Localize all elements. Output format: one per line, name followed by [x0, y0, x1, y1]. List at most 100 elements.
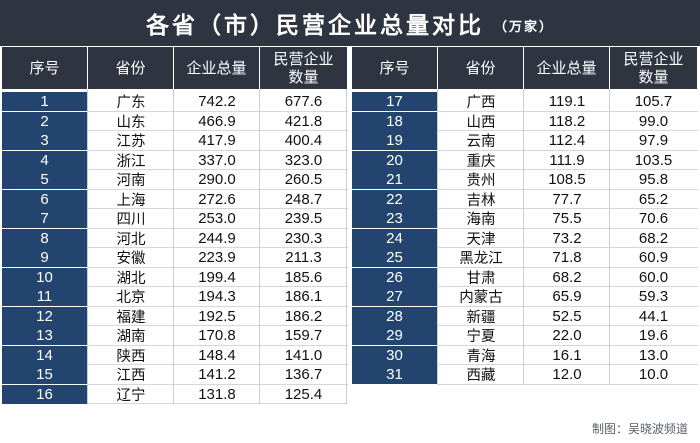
table-cell-province: 甘肃	[466, 270, 496, 287]
header-total: 企业总量	[174, 47, 259, 89]
row-divider	[438, 344, 698, 346]
row-index: 13	[2, 326, 87, 345]
table-cell-private: 44.1	[638, 307, 669, 325]
row-divider	[438, 227, 698, 229]
table-cell-private: 105.7	[634, 93, 673, 111]
table-cell-total: 118.2	[548, 112, 586, 130]
table-cell-private: 211.3	[285, 249, 322, 267]
table-cell-total: 742.2	[198, 93, 236, 111]
row-index: 11	[2, 287, 87, 306]
table-cell-total: 112.4	[548, 132, 586, 150]
header-private: 民营企业 数量	[610, 47, 697, 89]
table-cell-total: 75.5	[552, 210, 582, 228]
row-index: 10	[2, 267, 87, 287]
table-cell-province: 重庆	[466, 153, 496, 170]
header-index: 序号	[2, 47, 87, 89]
table-cell-private: 65.2	[638, 190, 669, 208]
row-divider	[88, 208, 348, 209]
table-cell-private: 59.3	[638, 288, 669, 306]
table-cell-province: 广西	[466, 95, 496, 112]
row-divider	[88, 364, 348, 365]
row-index: 1	[2, 92, 87, 111]
table-cell-private: 60.0	[638, 268, 669, 286]
table-cell-private: 186.2	[284, 307, 323, 325]
row-index: 3	[2, 131, 87, 150]
row-index: 28	[352, 306, 437, 326]
table-cell-province: 内蒙古	[459, 290, 503, 307]
table-cell-total: 244.9	[198, 229, 236, 247]
table-cell-total: 111.9	[549, 151, 585, 169]
row-divider	[88, 325, 348, 326]
table-cell-total: 253.0	[198, 210, 236, 228]
table-cell-province: 贵州	[466, 173, 496, 190]
table-cell-total: 68.2	[552, 268, 582, 286]
table-cell-province: 西藏	[466, 368, 496, 385]
row-index: 2	[2, 111, 87, 131]
table-cell-private: 400.4	[284, 132, 323, 150]
table-cell-private: 260.5	[284, 171, 323, 189]
table-cell-total: 192.5	[198, 307, 236, 325]
table-cell-province: 海南	[466, 212, 496, 229]
table-cell-private: 68.2	[638, 229, 669, 247]
table-cell-private: 70.6	[638, 210, 669, 228]
row-divider	[88, 286, 348, 287]
table-cell-private: 239.5	[284, 210, 323, 228]
row-divider	[438, 188, 698, 190]
column-divider	[173, 89, 174, 404]
table-cell-province: 湖北	[116, 270, 146, 287]
column-divider	[437, 89, 438, 385]
table-cell-province: 天津	[466, 231, 496, 248]
row-divider	[88, 188, 348, 190]
column-divider	[259, 89, 260, 404]
table-cell-total: 223.9	[198, 249, 236, 267]
table-cell-province: 青海	[466, 348, 496, 365]
table-cell-private: 136.7	[284, 366, 323, 384]
row-index: 7	[2, 209, 87, 228]
row-divider	[88, 266, 348, 268]
header-province: 省份	[88, 47, 173, 89]
row-index: 12	[2, 306, 87, 326]
table-cell-province: 宁夏	[466, 329, 496, 346]
table-cell-private: 677.6	[284, 93, 323, 111]
row-divider	[438, 305, 698, 307]
table-cell-province: 陕西	[116, 348, 146, 365]
row-divider	[88, 383, 348, 385]
table-cell-province: 四川	[116, 212, 146, 229]
title-bar: 各省（市）民营企业总量对比 （万家）	[0, 0, 700, 46]
row-divider	[88, 227, 348, 229]
row-index: 14	[2, 345, 87, 365]
table-cell-private: 95.8	[638, 171, 669, 189]
table-cell-total: 466.9	[198, 112, 236, 130]
unit-label: （万家）	[493, 19, 554, 35]
table-cell-total: 77.7	[552, 190, 582, 208]
table-cell-total: 108.5	[548, 171, 586, 189]
credit-text: 制图：吴晓波频道	[591, 422, 688, 436]
header-index: 序号	[352, 47, 437, 89]
table-cell-province: 新疆	[466, 309, 496, 326]
table-cell-province: 广东	[116, 95, 146, 112]
column-divider	[523, 89, 524, 385]
row-index: 22	[352, 189, 437, 209]
table-cell-total: 73.2	[552, 229, 582, 247]
table-cell-total: 170.8	[198, 327, 236, 345]
row-divider	[88, 130, 348, 131]
table-cell-province: 吉林	[466, 192, 496, 209]
table-cell-total: 194.3	[198, 288, 236, 306]
table-cell-private: 248.7	[284, 190, 323, 208]
row-divider	[88, 110, 348, 112]
table-cell-private: 13.0	[638, 346, 669, 364]
row-index: 6	[2, 189, 87, 209]
row-divider	[88, 169, 348, 170]
header-total: 企业总量	[524, 47, 609, 89]
table-cell-province: 辽宁	[116, 387, 146, 404]
table-cell-province: 湖南	[116, 329, 146, 346]
row-index: 4	[2, 150, 87, 170]
table-cell-private: 103.5	[634, 151, 673, 169]
column-divider	[87, 89, 88, 404]
row-index: 17	[352, 92, 437, 111]
table-cell-total: 52.5	[552, 307, 582, 325]
row-divider	[88, 149, 348, 151]
table-cell-province: 北京	[116, 290, 146, 307]
table-cell-total: 272.6	[198, 190, 236, 208]
table-cell-total: 71.8	[552, 249, 582, 267]
